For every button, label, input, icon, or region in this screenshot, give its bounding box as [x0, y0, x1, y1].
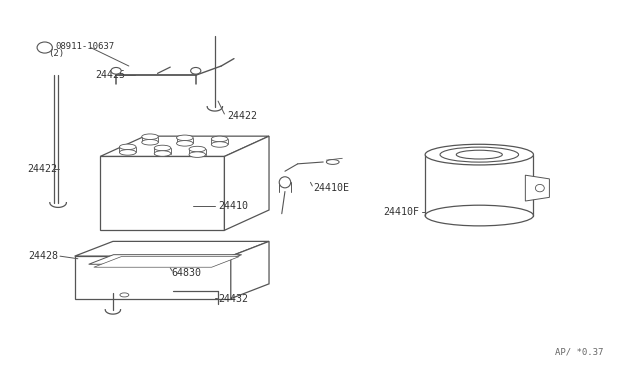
Text: AP/ *0.37: AP/ *0.37 — [555, 347, 604, 357]
Ellipse shape — [211, 142, 228, 147]
Text: 24422: 24422 — [228, 111, 258, 121]
Ellipse shape — [440, 147, 518, 162]
Ellipse shape — [141, 134, 158, 140]
Polygon shape — [75, 241, 269, 256]
Text: 24422: 24422 — [27, 164, 57, 174]
Ellipse shape — [177, 135, 193, 141]
Ellipse shape — [141, 140, 158, 145]
Text: N: N — [42, 43, 47, 52]
Text: 64830: 64830 — [172, 268, 202, 278]
Ellipse shape — [425, 205, 534, 226]
Ellipse shape — [189, 152, 205, 157]
Ellipse shape — [177, 141, 193, 146]
Polygon shape — [75, 256, 231, 299]
Ellipse shape — [111, 67, 121, 74]
Polygon shape — [89, 255, 242, 264]
Text: 24425: 24425 — [96, 70, 125, 80]
Ellipse shape — [211, 136, 228, 142]
Ellipse shape — [154, 145, 171, 151]
Ellipse shape — [120, 150, 136, 155]
Text: 24428: 24428 — [28, 251, 58, 261]
Ellipse shape — [189, 146, 205, 152]
Text: 24410: 24410 — [218, 201, 248, 211]
Ellipse shape — [37, 42, 52, 53]
Ellipse shape — [536, 185, 544, 192]
Polygon shape — [100, 157, 225, 230]
Ellipse shape — [425, 144, 534, 165]
Text: 24432: 24432 — [218, 294, 248, 304]
Text: (2): (2) — [48, 49, 64, 58]
Polygon shape — [225, 136, 269, 230]
Text: 08911-10637: 08911-10637 — [56, 42, 115, 51]
Ellipse shape — [456, 150, 502, 159]
Polygon shape — [94, 257, 239, 267]
Ellipse shape — [154, 151, 171, 156]
Polygon shape — [525, 175, 549, 201]
Ellipse shape — [191, 67, 201, 74]
Polygon shape — [231, 241, 269, 299]
Polygon shape — [100, 136, 269, 157]
Ellipse shape — [326, 160, 339, 164]
Ellipse shape — [279, 177, 291, 188]
Text: 24410F: 24410F — [384, 207, 420, 217]
Ellipse shape — [120, 293, 129, 297]
Ellipse shape — [120, 144, 136, 150]
Text: 24410E: 24410E — [314, 183, 349, 193]
